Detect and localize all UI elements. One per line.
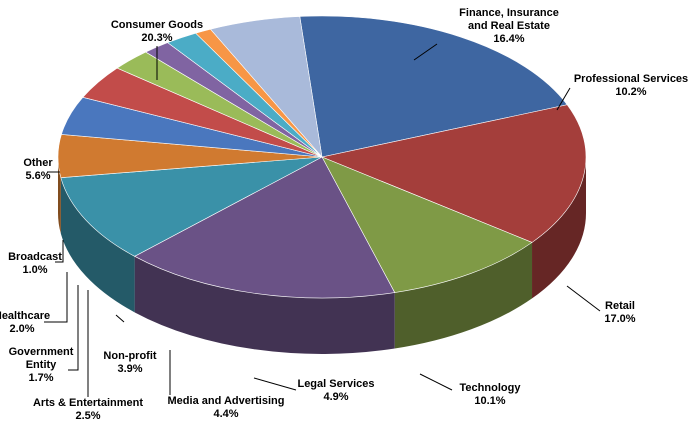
label-non-profit: Non-profit 3.9% [103, 350, 156, 375]
slice-retail [133, 156, 396, 299]
leader-professional-services [556, 87, 571, 111]
leader-government-entity [68, 285, 79, 371]
label-healthcare: Healthcare2.0% [0, 310, 50, 335]
leader-retail [566, 285, 601, 312]
label-technology: Technology 10.1% [460, 382, 522, 407]
label-legal-services: Legal Services 4.9% [297, 378, 374, 403]
pie-slices [57, 15, 587, 299]
leader-broadcast [55, 240, 64, 263]
side-finance-insurance-and-real-estate [532, 157, 586, 299]
leader-non-profit [115, 314, 125, 323]
side-technology [60, 177, 135, 313]
leader-technology [419, 373, 453, 391]
slice-professional-services [321, 156, 533, 293]
label-media-and-advertising: Media and Advertising 4.4% [168, 395, 285, 420]
label-government-entity: Government Entity 1.7% [9, 346, 74, 384]
leader-healthcare [44, 272, 68, 323]
leader-legal-services [253, 377, 297, 391]
slice-consumer-goods [299, 15, 568, 158]
label-other: Other 5.6% [23, 157, 53, 182]
label-retail: Retail 17.0% [604, 300, 635, 325]
slice-technology [60, 156, 323, 257]
pie-sides [58, 157, 586, 354]
side-retail [134, 256, 395, 354]
slice-finance-insurance-and-real-estate [320, 104, 587, 243]
label-finance-insurance-and-real-estate: Finance, Insurance and Real Estate 16.4% [459, 7, 559, 45]
data-labels: Consumer Goods 20.3% Finance, Insurance and… [0, 7, 688, 422]
label-professional-services: Professional Services 10.2% [574, 73, 688, 98]
slice-other [209, 16, 323, 158]
label-consumer-goods: Consumer Goods 20.3% [111, 19, 203, 44]
leader-finance-insurance-and-real-estate [413, 43, 438, 61]
side-professional-services [394, 242, 533, 349]
side-legal-services [58, 157, 61, 234]
label-broadcast: Broadcast 1.0% [8, 251, 62, 276]
leader-lines [44, 43, 601, 397]
label-arts-entertainment: Arts & Entertainment 2.5% [33, 397, 143, 422]
